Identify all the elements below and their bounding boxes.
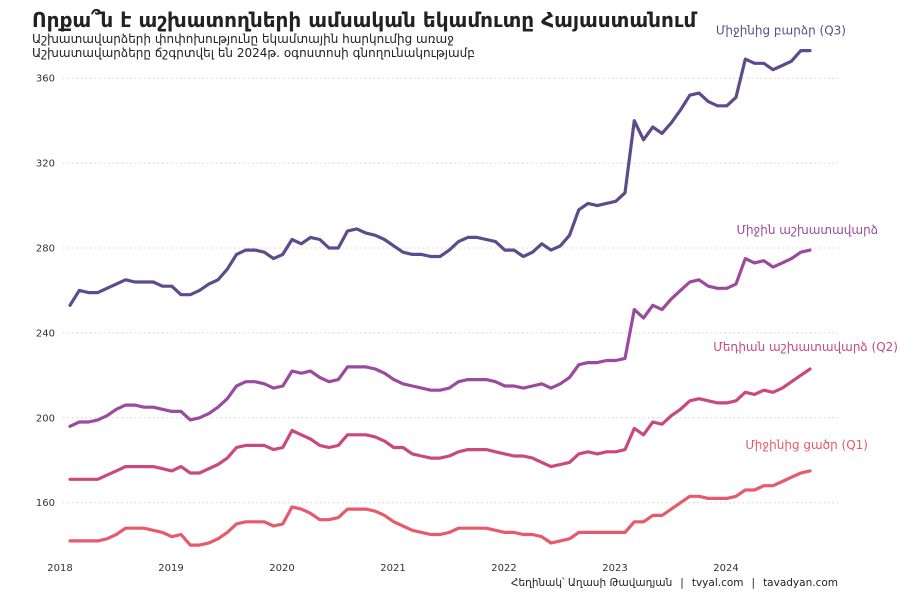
y-axis-ticks: 160 200 240 280 320 360 (36, 74, 55, 509)
series-labels: Միջինից բարձր (Q3) Միջին աշխատավարձ Մեդիան… (713, 24, 898, 452)
x-tick-label-2021: 2021 (380, 563, 405, 574)
grid-lines (63, 77, 838, 504)
y-tick-label-240: 240 (36, 328, 55, 339)
caption-separator: | (751, 577, 756, 589)
y-tick-label-160: 160 (36, 498, 55, 509)
x-tick-label-2019: 2019 (158, 563, 183, 574)
x-tick-label-2024: 2024 (713, 563, 738, 574)
x-tick-label-2020: 2020 (269, 563, 294, 574)
series-lines (68, 49, 812, 547)
series-label-2: Միջին աշխատավարձ (736, 223, 878, 237)
y-tick-label-280: 280 (36, 244, 55, 255)
chart-title: Որքա՞ն է աշխատողների ամսական եկամուտը Հա… (32, 8, 697, 32)
caption-author: Հեղինակ՝ Աղասի Թավադյան (511, 577, 673, 589)
series-line-4 (68, 469, 812, 547)
chart-subtitle-line-2: Աշխատավարձերը ճշգրտվել են 2024թ. օգոստոս… (32, 46, 475, 60)
series-label-1: Միջինից բարձր (Q3) (716, 24, 846, 38)
series-label-4: Միջինից ցածր (Q1) (745, 438, 868, 452)
series-line-1 (68, 49, 812, 307)
series-line-3 (68, 367, 812, 481)
series-label-3: Մեդիան աշխատավարձ (Q2) (713, 340, 898, 354)
series-line-2 (68, 248, 812, 428)
x-tick-label-2023: 2023 (602, 563, 627, 574)
chart-subtitle-line-1: Աշխատավարձերի փոփոխությունը եկամտային հա… (32, 32, 454, 46)
x-tick-label-2018: 2018 (47, 563, 72, 574)
chart-caption: Հեղինակ՝ Աղասի Թավադյան | tvyal.com | tavady… (511, 577, 838, 589)
y-tick-label-360: 360 (36, 74, 55, 85)
caption-separator: | (680, 577, 684, 589)
y-tick-label-320: 320 (36, 159, 55, 170)
y-tick-label-200: 200 (36, 413, 55, 424)
x-axis-ticks: 2018 2019 2020 2021 2022 2023 2024 (47, 563, 738, 574)
caption-site-tvyal: tvyal.com (691, 577, 744, 589)
caption-site-tavadyan: tavadyan.com (763, 577, 838, 589)
x-tick-label-2022: 2022 (491, 563, 516, 574)
